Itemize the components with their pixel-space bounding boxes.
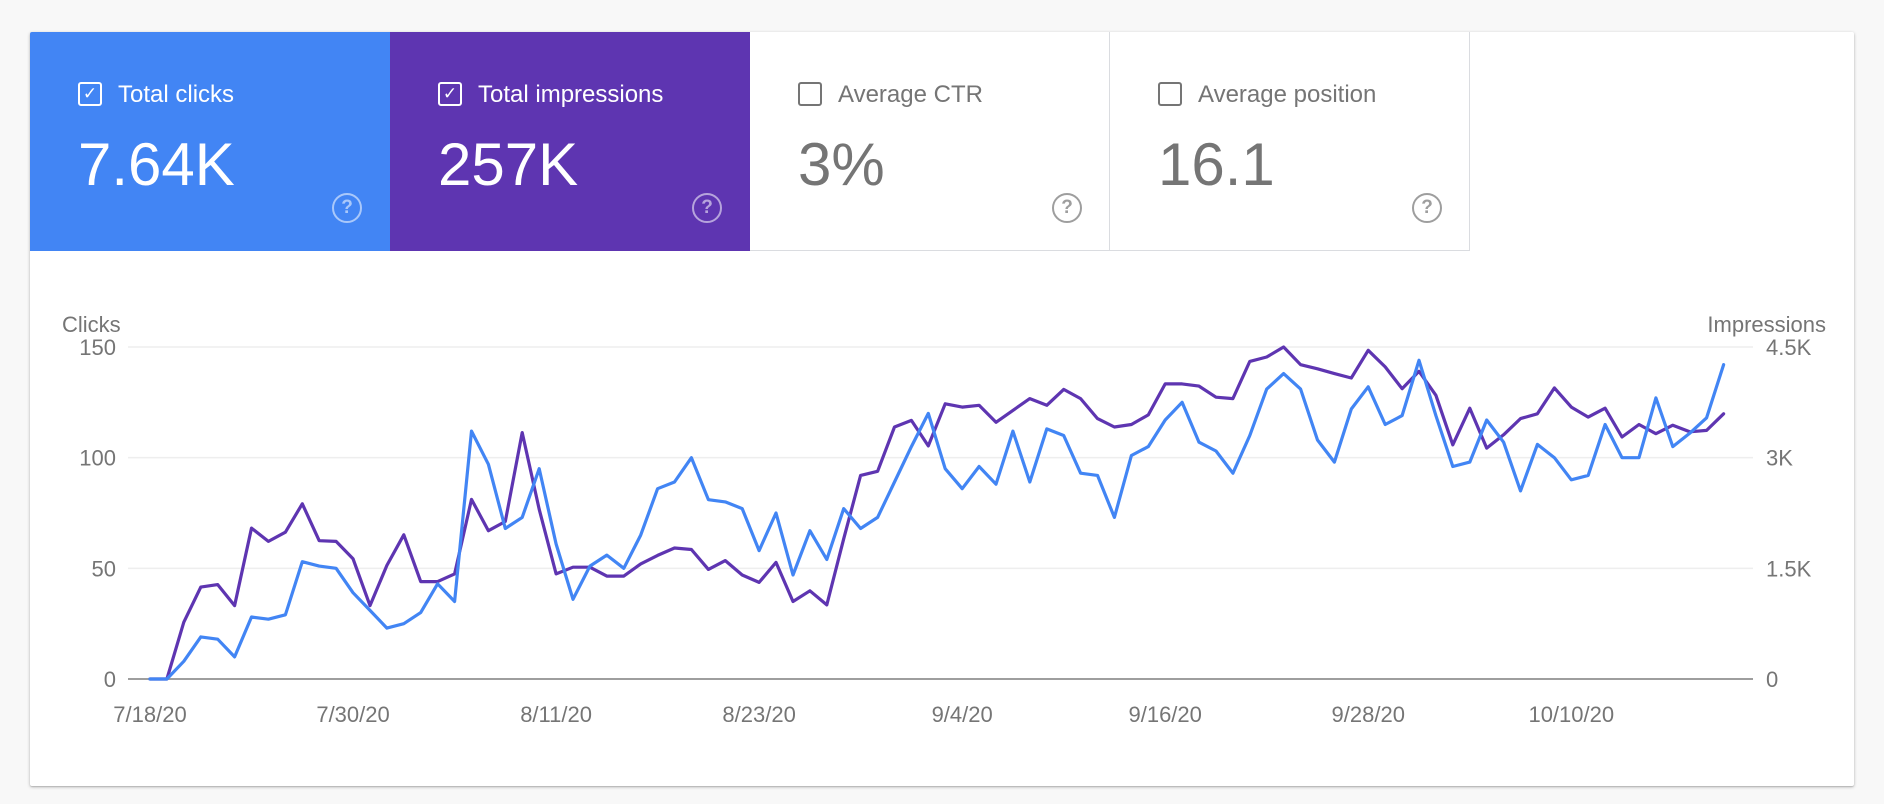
x-tick-label: 8/11/20 [520, 702, 592, 727]
checkbox-empty-icon[interactable] [1158, 82, 1182, 106]
y-tick-label-left: 50 [92, 556, 116, 581]
help-circle-icon[interactable]: ? [1412, 193, 1442, 223]
metric-value: 3% [798, 131, 885, 198]
help-circle-icon[interactable]: ? [332, 193, 362, 223]
performance-chart: Clicks Impressions 0 50 100 150 0 1.5K 3K 4.5K… [62, 312, 1826, 727]
metric-label: Total impressions [478, 81, 664, 108]
y-tick-label-left: 150 [79, 335, 116, 360]
y-ticks-right: 0 1.5K 3K 4.5K [1766, 335, 1812, 692]
x-tick-label: 8/23/20 [722, 702, 795, 727]
checkbox-empty-icon[interactable] [798, 82, 822, 106]
y-tick-label-right: 1.5K [1766, 556, 1812, 581]
x-ticks: 7/18/20 7/30/20 8/11/20 8/23/20 9/4/20 9/16/2… [113, 702, 1614, 727]
series-lines [148, 345, 1726, 681]
gridlines [128, 346, 1753, 680]
x-tick-label: 10/10/20 [1528, 702, 1614, 727]
series-line-impressions [148, 345, 1726, 681]
y-tick-label-right: 4.5K [1766, 335, 1812, 360]
y-tick-label-right: 3K [1766, 446, 1793, 471]
metric-value: 257K [438, 131, 579, 198]
y-ticks-left: 0 50 100 150 [79, 335, 116, 692]
y-axis-label-left: Clicks [62, 312, 121, 337]
checkbox-checked-icon[interactable]: ✓ [78, 82, 102, 106]
help-circle-icon[interactable]: ? [692, 193, 722, 223]
y-tick-label-left: 0 [104, 667, 116, 692]
metric-label: Total clicks [118, 81, 235, 108]
metric-tile-total-clicks[interactable]: ✓ Total clicks 7.64K ? [30, 32, 390, 251]
x-tick-label: 7/18/20 [113, 702, 186, 727]
y-tick-label-left: 100 [79, 446, 116, 471]
metric-tiles: ✓ Total clicks 7.64K ? ✓ Total impressio… [30, 32, 1470, 251]
performance-card: ✓ Total clicks 7.64K ? ✓ Total impressio… [30, 32, 1854, 786]
x-tick-label: 7/30/20 [316, 702, 389, 727]
metric-label: Average position [1198, 81, 1377, 108]
x-tick-label: 9/4/20 [932, 702, 993, 727]
y-axis-label-right: Impressions [1707, 312, 1826, 337]
metric-value: 7.64K [78, 131, 235, 198]
help-circle-icon[interactable]: ? [1052, 193, 1082, 223]
checkbox-checked-icon[interactable]: ✓ [438, 82, 462, 106]
series-line-clicks [148, 358, 1726, 681]
metric-tile-average-ctr[interactable]: Average CTR 3% ? [750, 32, 1110, 251]
metric-tile-total-impressions[interactable]: ✓ Total impressions 257K ? [390, 32, 750, 251]
metric-tile-average-position[interactable]: Average position 16.1 ? [1110, 32, 1470, 251]
metric-value: 16.1 [1158, 131, 1275, 198]
y-tick-label-right: 0 [1766, 667, 1778, 692]
x-tick-label: 9/16/20 [1128, 702, 1201, 727]
x-tick-label: 9/28/20 [1332, 702, 1405, 727]
metric-label: Average CTR [838, 81, 983, 108]
